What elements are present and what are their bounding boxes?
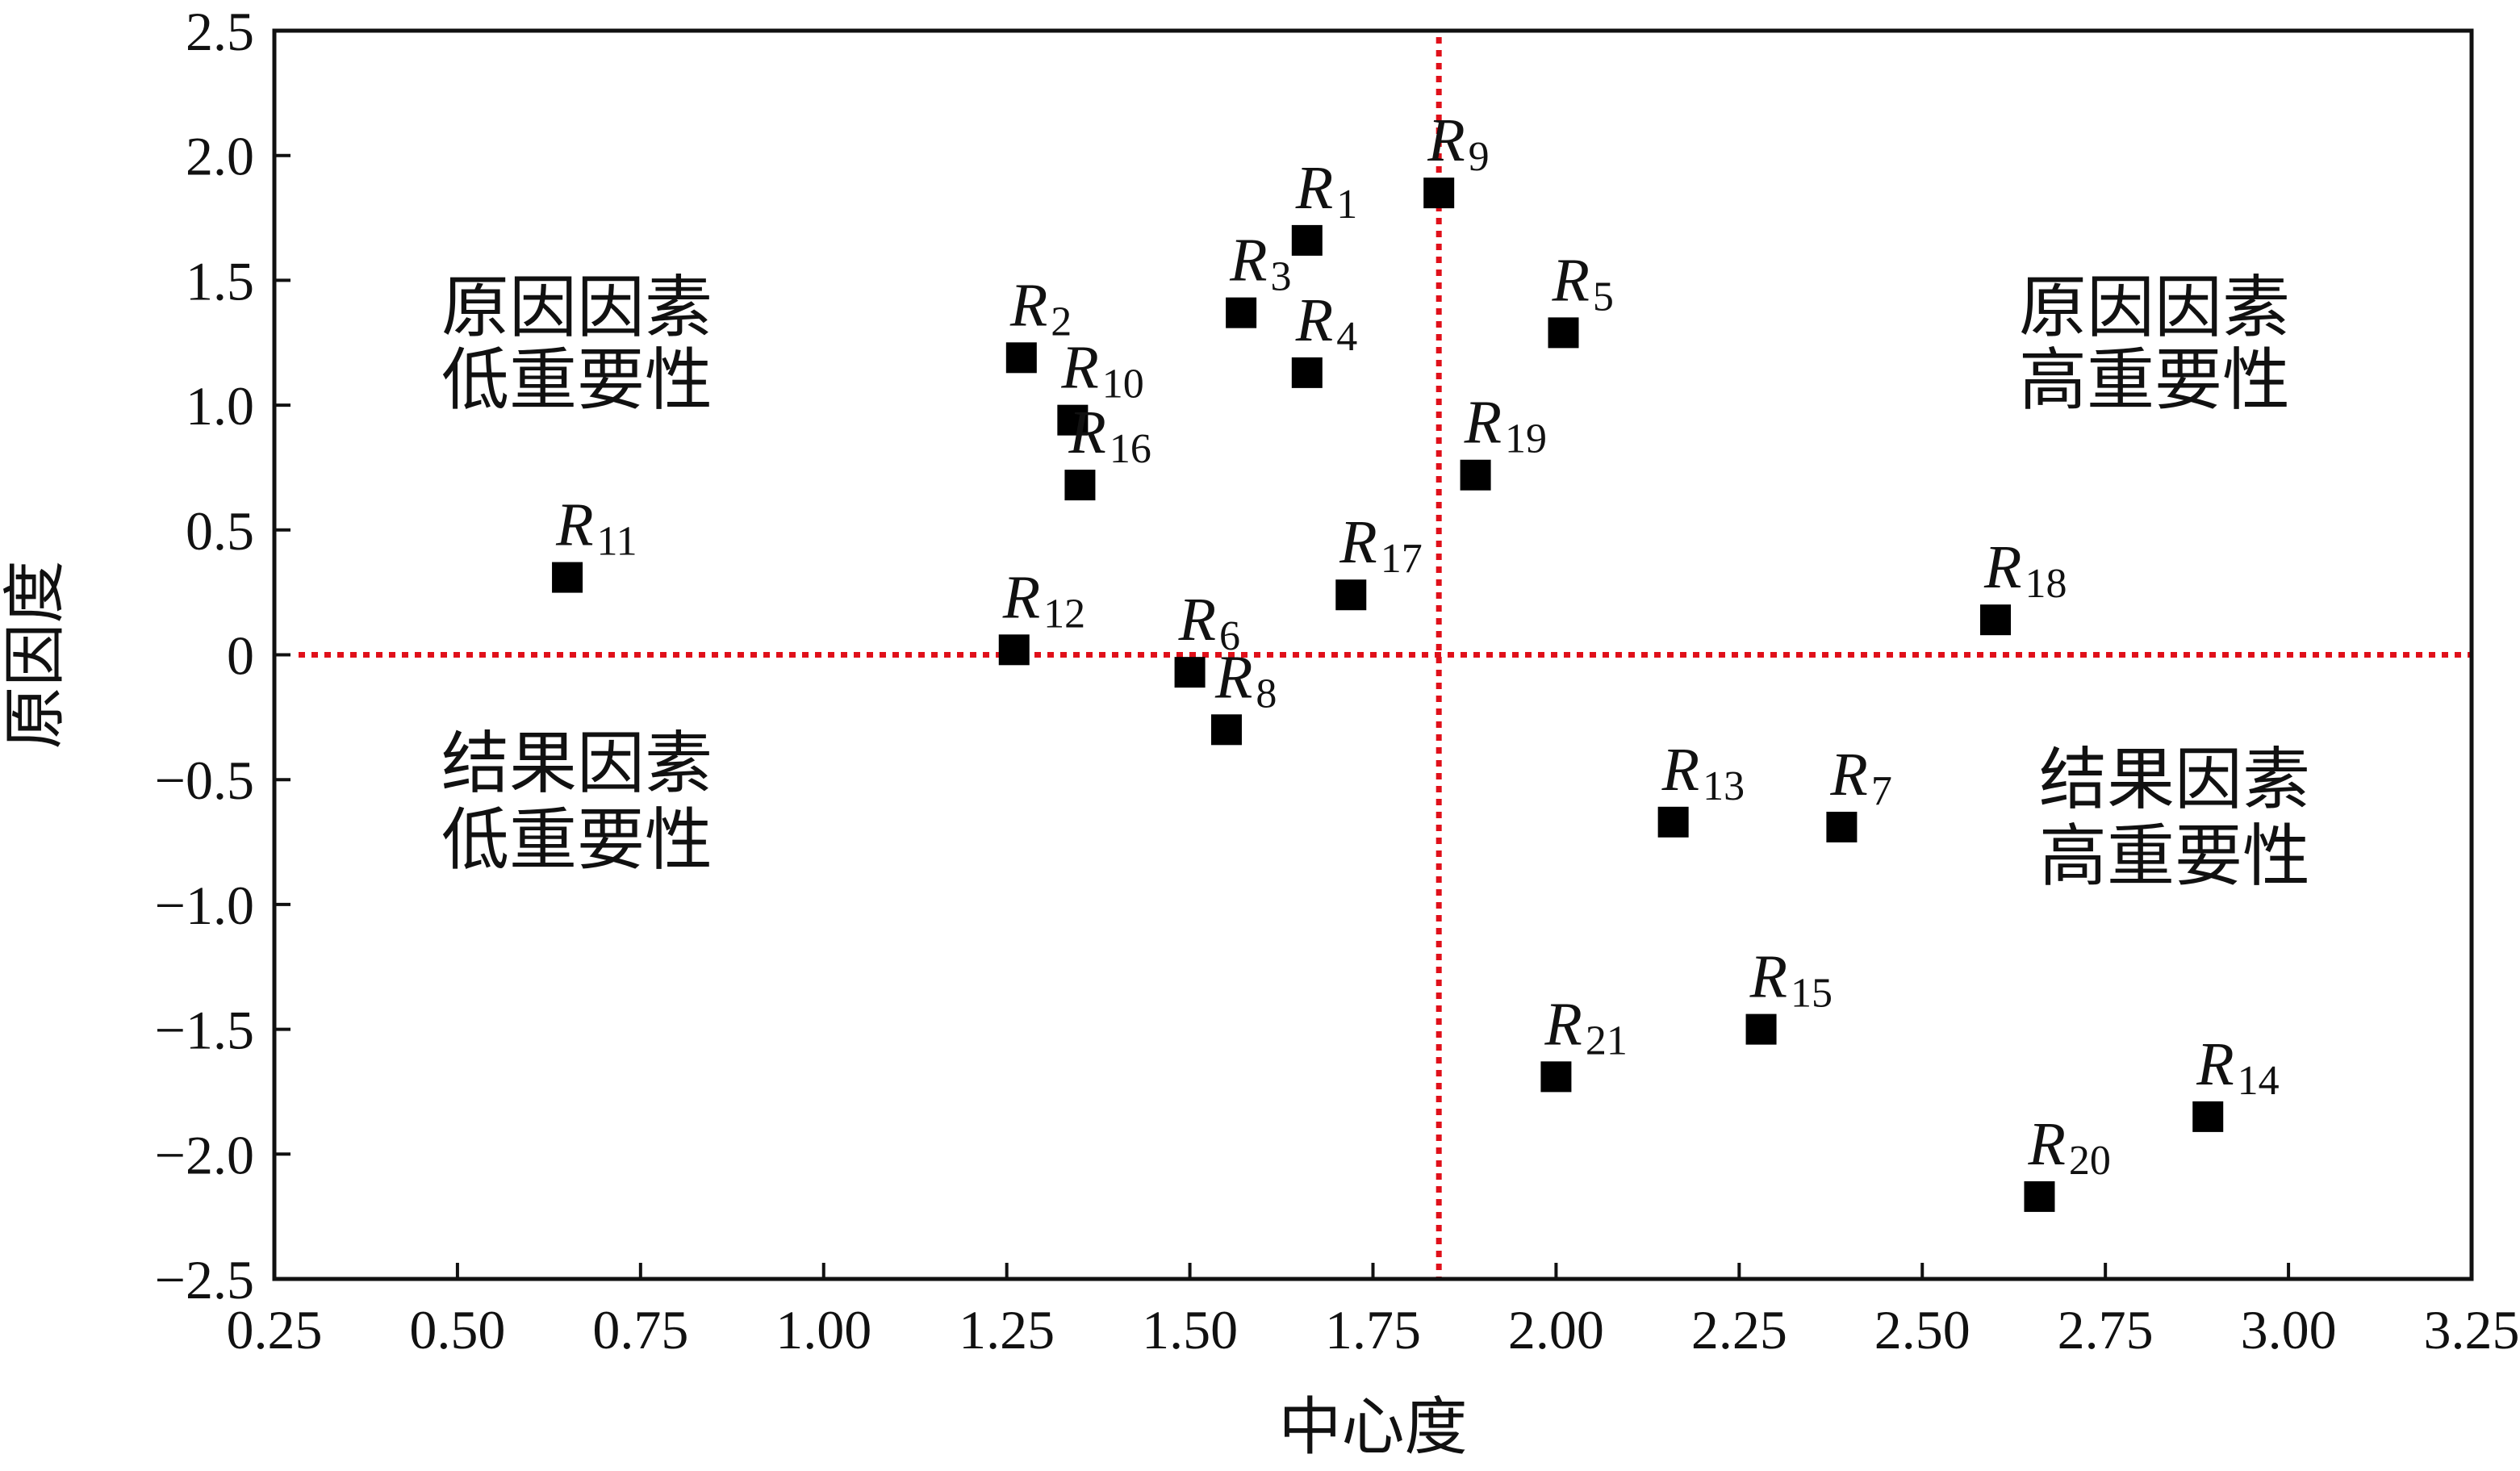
point-label-r10: R10 (1060, 334, 1143, 407)
point-label-r1: R1 (1295, 154, 1357, 228)
point-label-r21: R21 (1544, 990, 1627, 1064)
x-tick-label: 1.50 (1142, 1299, 1238, 1360)
x-tick-label: 3.00 (2241, 1299, 2337, 1360)
point-label-r5: R5 (1551, 246, 1613, 320)
point-label-r6: R6 (1178, 586, 1240, 659)
quadrant-label-bottom-left-line1: 结果因素 (441, 724, 713, 803)
x-tick-label: 3.25 (2424, 1299, 2520, 1360)
y-tick-label: 0 (227, 625, 254, 687)
point-marker-r12 (998, 634, 1030, 666)
point-label-r3: R3 (1229, 227, 1291, 300)
point-label-r2: R2 (1009, 271, 1072, 345)
point-marker-r17 (1335, 579, 1367, 611)
point-label-r11: R11 (555, 491, 637, 565)
point-label-r14: R14 (2196, 1030, 2279, 1104)
x-tick-label: 2.25 (1691, 1299, 1787, 1360)
y-tick-label: −2.0 (155, 1124, 254, 1185)
x-tick-label: 1.25 (959, 1299, 1055, 1360)
quadrant-label-bottom-right-line1: 结果因素 (2039, 740, 2310, 819)
y-tick-label: −1.0 (155, 875, 254, 936)
point-marker-r13 (1657, 806, 1689, 838)
point-marker-r21 (1540, 1061, 1572, 1093)
plot-frame (272, 28, 2474, 1281)
point-label-r15: R15 (1749, 943, 1833, 1017)
point-label-r18: R18 (1983, 533, 2067, 607)
x-tick-label: 1.75 (1325, 1299, 1421, 1360)
quadrant-label-top-left-line1: 原因因素 (441, 268, 713, 347)
point-marker-r15 (1745, 1013, 1777, 1045)
y-tick-label: 1.5 (186, 250, 254, 311)
point-label-r17: R17 (1339, 508, 1422, 582)
point-marker-r1 (1291, 224, 1323, 256)
y-tick-label: 1.0 (186, 375, 254, 437)
point-label-r20: R20 (2027, 1110, 2110, 1184)
quadrant-label-top-right-line1: 原因因素 (2019, 268, 2290, 347)
y-tick-label: −2.5 (155, 1249, 254, 1310)
point-label-r13: R13 (1661, 736, 1745, 809)
y-axis-ticks: 2.5 2.0 1.5 1.0 0.5 0 −0.5 −1.0 −1.5 −2.0 −2.5 (155, 1, 290, 1310)
x-tick-label: 2.75 (2058, 1299, 2154, 1360)
point-marker-r18 (1980, 604, 2012, 636)
point-marker-r20 (2024, 1181, 2055, 1212)
point-marker-r3 (1226, 297, 1257, 328)
point-label-r16: R16 (1068, 399, 1151, 472)
point-label-r4: R4 (1295, 286, 1357, 360)
point-marker-r6 (1174, 657, 1206, 688)
point-marker-r7 (1826, 811, 1858, 842)
quadrant-label-bottom-left-line2: 低重要性 (441, 800, 713, 880)
point-marker-r4 (1291, 357, 1323, 388)
point-label-r9: R9 (1427, 107, 1489, 180)
point-marker-r9 (1423, 178, 1455, 209)
quadrant-label-top-right-line2: 高重要性 (2019, 341, 2290, 420)
y-axis-title: 原因度 (0, 560, 72, 749)
point-marker-r2 (1005, 342, 1037, 374)
point-marker-r14 (2192, 1101, 2224, 1132)
x-tick-label: 0.75 (592, 1299, 688, 1360)
x-tick-label: 2.50 (1874, 1299, 1970, 1360)
x-axis-title: 中心度 (1278, 1391, 1467, 1464)
y-tick-label: −0.5 (155, 750, 254, 811)
x-tick-label: 1.00 (775, 1299, 871, 1360)
x-tick-label: 2.00 (1508, 1299, 1604, 1360)
point-marker-r10 (1057, 404, 1089, 436)
point-label-r19: R19 (1464, 389, 1547, 462)
point-label-r8: R8 (1214, 643, 1277, 717)
y-tick-label: −1.5 (155, 1000, 254, 1061)
x-tick-label: 0.25 (227, 1299, 323, 1360)
y-tick-label: 2.0 (186, 126, 254, 187)
reference-lines (299, 37, 2472, 1279)
point-marker-r5 (1548, 317, 1579, 349)
x-axis-ticks: 0.25 0.50 0.75 1.00 1.25 1.50 1.75 2.00 2.25 2.50… (227, 1263, 2520, 1360)
point-marker-r11 (552, 562, 583, 593)
point-label-r12: R12 (1002, 563, 1085, 637)
quadrant-label-bottom-right-line2: 高重要性 (2039, 817, 2310, 896)
point-marker-r16 (1064, 470, 1096, 501)
x-tick-label: 0.50 (409, 1299, 505, 1360)
y-tick-label: 2.5 (186, 1, 254, 62)
point-label-r7: R7 (1829, 741, 1891, 814)
y-tick-label: 0.5 (186, 500, 254, 562)
quadrant-label-top-left-line2: 低重要性 (441, 341, 713, 420)
point-marker-r19 (1460, 459, 1491, 491)
point-marker-r8 (1210, 714, 1242, 746)
